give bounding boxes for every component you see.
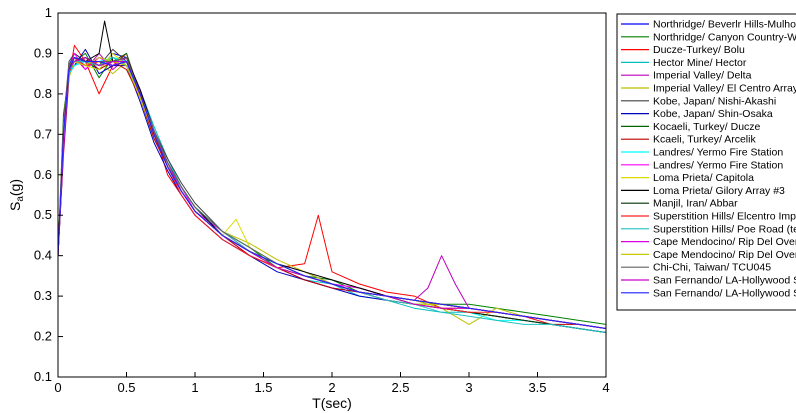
x-tick-label-8: 4 xyxy=(602,380,609,395)
legend-label-11: Landres/ Yermo Fire Station xyxy=(653,147,783,159)
x-tick-label-6: 3 xyxy=(465,380,472,395)
y-axis-label-subscript: a xyxy=(15,196,26,202)
y-axis-label-main: S xyxy=(7,202,23,211)
legend-label-2: Northridge/ Canyon Country-WLC xyxy=(653,31,796,43)
y-tick-label-1: 0.2 xyxy=(34,329,52,344)
legend-label-4: Hector Mine/ Hector xyxy=(653,57,747,69)
y-tick-label-9: 1 xyxy=(45,5,52,20)
y-tick-label-8: 0.9 xyxy=(34,45,52,60)
legend-label-5: Imperial Valley/ Delta xyxy=(653,70,752,82)
y-tick-label-2: 0.3 xyxy=(34,288,52,303)
y-tick-label-6: 0.7 xyxy=(34,126,52,141)
y-axis-label-unit: (g) xyxy=(7,179,23,196)
x-tick-label-2: 1 xyxy=(191,380,198,395)
legend-label-15: Manjil, Iran/ Abbar xyxy=(653,198,738,210)
legend-label-6: Imperial Valley/ El Centro Array #1 xyxy=(653,83,796,95)
x-tick-label-4: 2 xyxy=(328,380,335,395)
legend-label-9: Kocaeli, Turkey/ Ducze xyxy=(653,121,761,133)
legend-label-21: San Fernando/ LA-Hollywood Stor xyxy=(653,275,796,287)
legend-label-1: Northridge/ Beverlr Hills-Mulhol xyxy=(653,19,796,31)
x-tick-label-1: 0.5 xyxy=(117,380,135,395)
x-tick-label-7: 3.5 xyxy=(528,380,546,395)
legend-label-3: Ducze-Turkey/ Bolu xyxy=(653,44,745,56)
legend-label-20: Chi-Chi, Taiwan/ TCU045 xyxy=(653,262,771,274)
y-tick-label-4: 0.5 xyxy=(34,207,52,222)
legend-label-10: Kcaeli, Turkey/ Arcelik xyxy=(653,134,756,146)
legend-label-14: Loma Prieta/ Gilory Array #3 xyxy=(653,185,785,197)
series-line-22 xyxy=(58,57,606,329)
y-tick-label-0: 0.1 xyxy=(34,369,52,384)
y-tick-label-7: 0.8 xyxy=(34,86,52,101)
plot-area xyxy=(58,13,606,377)
legend: Northridge/ Beverlr Hills-MulholNorthrid… xyxy=(616,13,796,311)
legend-label-12: Landres/ Yermo Fire Station xyxy=(653,159,783,171)
legend-label-18: Cape Mendocino/ Rip Del Overpass xyxy=(653,236,796,248)
legend-label-8: Kobe, Japan/ Shin-Osaka xyxy=(653,108,773,120)
y-tick-label-3: 0.4 xyxy=(34,248,52,263)
legend-label-7: Kobe, Japan/ Nishi-Akashi xyxy=(653,95,776,107)
x-axis-label: T(sec) xyxy=(312,395,352,411)
series-line-17 xyxy=(58,57,606,333)
x-tick-label-5: 2.5 xyxy=(391,380,409,395)
axes-layer: 0 0.5 1 1.5 2 2.5 3 3.5 4 0.1 0.2 0.3 0.4 0.5 0.6 0.7 0.… xyxy=(34,5,610,395)
y-axis-label: Sa(g) xyxy=(7,179,26,211)
series-layer xyxy=(58,20,606,333)
legend-label-13: Loma Prieta/ Capitola xyxy=(653,172,754,184)
legend-label-17: Superstition Hills/ Poe Road (temp xyxy=(653,223,796,235)
x-tick-label-3: 1.5 xyxy=(254,380,272,395)
y-tick-label-5: 0.6 xyxy=(34,167,52,182)
x-tick-label-0: 0 xyxy=(54,380,61,395)
legend-label-22: San Fernando/ LA-Hollywood Stor xyxy=(653,287,796,299)
legend-label-16: Superstition Hills/ Elcentro Imp. Co xyxy=(653,211,796,223)
legend-label-19: Cape Mendocino/ Rip Del Overpass xyxy=(653,249,796,261)
legend-items: Northridge/ Beverlr Hills-MulholNorthrid… xyxy=(621,19,796,299)
legend-box xyxy=(616,13,796,311)
